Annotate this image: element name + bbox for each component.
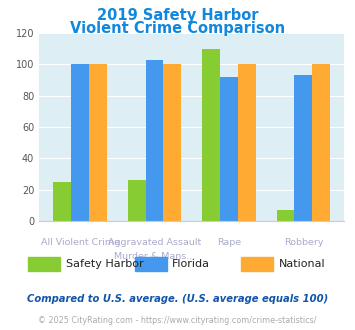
Bar [71, 64, 89, 221]
Text: 2019 Safety Harbor: 2019 Safety Harbor [97, 8, 258, 23]
Text: Compared to U.S. average. (U.S. average equals 100): Compared to U.S. average. (U.S. average … [27, 294, 328, 304]
Bar [238, 64, 256, 221]
Bar [277, 210, 294, 221]
Bar [128, 180, 146, 221]
Bar [146, 60, 163, 221]
Text: Florida: Florida [172, 259, 210, 269]
Text: Safety Harbor: Safety Harbor [66, 259, 143, 269]
Text: Robbery: Robbery [284, 238, 323, 247]
Bar [53, 182, 71, 221]
Text: Violent Crime Comparison: Violent Crime Comparison [70, 21, 285, 36]
Text: All Violent Crime: All Violent Crime [40, 238, 120, 247]
Bar [163, 64, 181, 221]
Text: Murder & Mans...: Murder & Mans... [114, 252, 195, 261]
Bar [220, 77, 238, 221]
Text: National: National [279, 259, 325, 269]
Text: Aggravated Assault: Aggravated Assault [108, 238, 201, 247]
Bar [89, 64, 107, 221]
Text: © 2025 CityRating.com - https://www.cityrating.com/crime-statistics/: © 2025 CityRating.com - https://www.city… [38, 316, 317, 325]
Bar [294, 75, 312, 221]
Bar [312, 64, 330, 221]
Bar [202, 49, 220, 221]
Text: Rape: Rape [217, 238, 241, 247]
